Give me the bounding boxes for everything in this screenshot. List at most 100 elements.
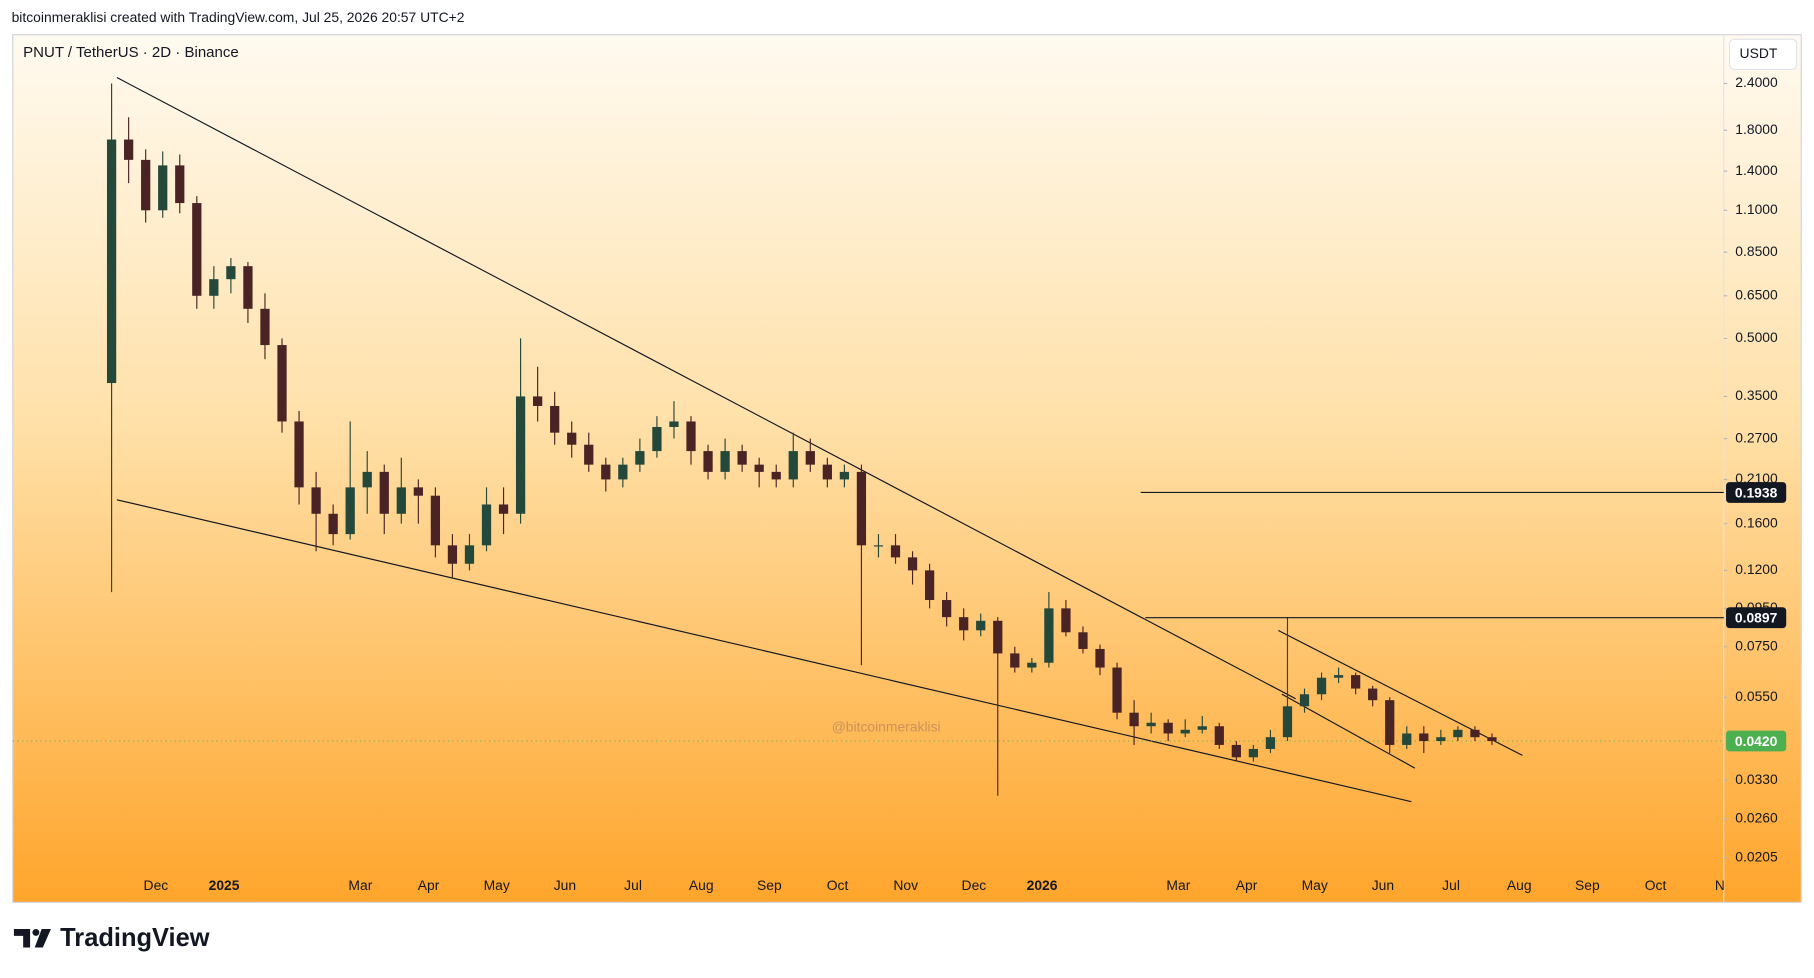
- candle-body: [1129, 712, 1139, 727]
- candle-body: [1078, 632, 1088, 649]
- candle-body: [1010, 653, 1020, 668]
- candle-body: [362, 471, 372, 488]
- candle-body: [1333, 675, 1344, 678]
- candle-body: [1180, 729, 1190, 734]
- x-tick-label: Sep: [1575, 877, 1600, 893]
- brand-logo: [13, 928, 51, 948]
- candle-body: [1248, 748, 1259, 758]
- candle-body: [924, 570, 935, 601]
- y-tick-label: 2.4000: [1735, 74, 1778, 90]
- candle-body: [209, 279, 219, 296]
- candle-body: [1095, 648, 1105, 668]
- candle-body: [1112, 667, 1122, 713]
- candle-body: [1316, 677, 1327, 695]
- candle-body: [839, 471, 850, 480]
- candle-body: [1163, 722, 1173, 734]
- candle-body: [567, 432, 577, 445]
- candle-body: [175, 165, 185, 204]
- y-tick-label: 0.0550: [1735, 688, 1778, 704]
- y-tick-label: 0.0205: [1735, 848, 1778, 864]
- header: bitcoinmeraklisi created with TradingVie…: [12, 9, 465, 25]
- candle-body: [1470, 729, 1480, 738]
- candle-body: [328, 513, 338, 535]
- candle-body: [1061, 608, 1071, 633]
- x-tick-label: Apr: [1236, 877, 1258, 893]
- x-tick-label: Dec: [962, 877, 987, 893]
- last-price-box: [1726, 730, 1787, 752]
- candle-body: [1146, 722, 1156, 727]
- y-tick-label: 0.1200: [1735, 561, 1778, 577]
- x-tick-label: Jul: [624, 877, 642, 893]
- candle-body: [226, 266, 236, 280]
- candle-body: [1402, 733, 1412, 745]
- x-tick-label: May: [1302, 877, 1328, 893]
- logo-mark: [13, 928, 31, 948]
- last-price-label: 0.0420: [1735, 733, 1778, 749]
- candle-body: [618, 464, 628, 480]
- candle-body: [106, 139, 117, 384]
- x-tick-label: May: [484, 877, 510, 893]
- candle-body: [601, 464, 611, 480]
- y-tick-label: 0.2700: [1735, 429, 1778, 445]
- trend-line: [1278, 629, 1523, 756]
- x-tick-label: Mar: [1166, 877, 1190, 893]
- candle-body: [652, 426, 662, 452]
- candle-body: [1197, 726, 1207, 730]
- x-tick-label: Dec: [144, 877, 169, 893]
- candle-body: [737, 451, 747, 465]
- candle-body: [1214, 726, 1224, 745]
- candle-body: [873, 545, 884, 547]
- candle-body: [141, 159, 151, 211]
- currency-button[interactable]: [1728, 38, 1798, 70]
- candle-body: [907, 557, 918, 571]
- chart-pane: [12, 34, 1802, 903]
- candle-body: [686, 421, 696, 452]
- logo-mark: [32, 928, 40, 936]
- candle-body: [515, 396, 526, 514]
- price-label-box: [1726, 607, 1787, 629]
- x-tick-label: Mar: [348, 877, 372, 893]
- x-axis: Dec 2025 Mar Apr May Jun Jul Aug Sep Oct Nov Dec 202…: [144, 877, 1733, 893]
- x-tick-label: No: [1715, 877, 1733, 893]
- x-tick-label: Jun: [554, 877, 576, 893]
- candle-body: [635, 451, 645, 465]
- candle-body: [669, 421, 679, 427]
- candle-body: [805, 451, 815, 465]
- x-tick-label: Apr: [418, 877, 440, 893]
- trend-line: [116, 499, 1412, 803]
- candle-body: [243, 266, 253, 309]
- candle-body: [158, 165, 168, 211]
- candle-body: [1044, 608, 1054, 663]
- y-tick-label: 0.0750: [1735, 637, 1778, 653]
- candle-body: [959, 617, 969, 631]
- candle-body: [311, 487, 321, 514]
- y-tick-label: 1.1000: [1735, 201, 1778, 217]
- candle-body: [277, 345, 287, 422]
- y-tick-label: 0.5000: [1735, 329, 1778, 345]
- candle-body: [1265, 737, 1276, 749]
- symbol-title: PNUT / TetherUS · 2D · Binance: [23, 44, 239, 61]
- y-tick-label: 0.0260: [1735, 810, 1778, 826]
- trend-line: [116, 76, 1296, 700]
- y-tick-label: 0.0330: [1735, 771, 1778, 787]
- candle-body: [379, 471, 389, 514]
- x-tick-label: Sep: [757, 877, 782, 893]
- candle-body: [1453, 729, 1463, 738]
- candle-body: [294, 421, 304, 488]
- x-tick-label: Oct: [827, 877, 849, 893]
- x-tick-label: Nov: [893, 877, 918, 893]
- candle-body: [481, 504, 492, 546]
- x-tick-label: Jul: [1442, 877, 1460, 893]
- candle-body: [192, 203, 202, 296]
- x-tick-label: Jun: [1372, 877, 1394, 893]
- currency[interactable]: USDT: [1740, 45, 1778, 61]
- y-tick-label: 0.6500: [1735, 286, 1778, 302]
- candle-body: [771, 471, 781, 480]
- x-tick-label: Aug: [1507, 877, 1532, 893]
- price-label: 0.1938: [1735, 484, 1778, 500]
- y-tick-label: 1.4000: [1735, 162, 1778, 178]
- candle-body: [498, 504, 509, 514]
- candles: [106, 83, 1497, 796]
- logo-mark: [34, 928, 51, 948]
